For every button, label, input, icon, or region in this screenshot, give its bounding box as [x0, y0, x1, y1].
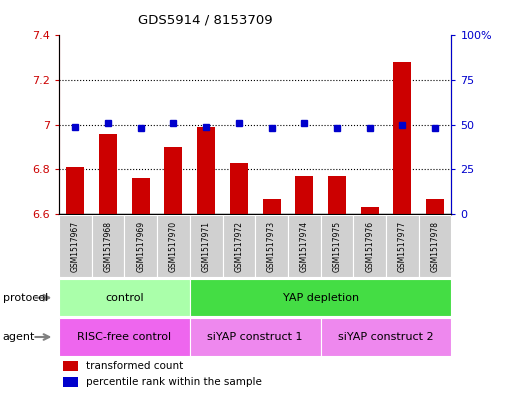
Bar: [59, 318, 190, 356]
Bar: [393, 62, 411, 214]
Bar: [197, 127, 215, 214]
Text: control: control: [105, 293, 144, 303]
Bar: [263, 198, 281, 214]
Bar: [255, 215, 288, 277]
Text: GDS5914 / 8153709: GDS5914 / 8153709: [138, 14, 272, 27]
Bar: [63, 376, 78, 387]
Bar: [59, 215, 92, 277]
Text: protocol: protocol: [3, 293, 48, 303]
Bar: [190, 279, 451, 316]
Text: GSM1517975: GSM1517975: [332, 220, 342, 272]
Text: GSM1517971: GSM1517971: [202, 220, 211, 272]
Text: RISC-free control: RISC-free control: [77, 332, 171, 342]
Text: GSM1517974: GSM1517974: [300, 220, 309, 272]
Text: siYAP construct 1: siYAP construct 1: [207, 332, 303, 342]
Bar: [165, 147, 183, 214]
Bar: [92, 215, 125, 277]
Text: GSM1517973: GSM1517973: [267, 220, 276, 272]
Bar: [361, 208, 379, 214]
Text: YAP depletion: YAP depletion: [283, 293, 359, 303]
Bar: [124, 215, 157, 277]
Text: siYAP construct 2: siYAP construct 2: [338, 332, 434, 342]
Text: GSM1517976: GSM1517976: [365, 220, 374, 272]
Text: percentile rank within the sample: percentile rank within the sample: [86, 377, 262, 387]
Text: agent: agent: [3, 332, 35, 342]
Bar: [353, 215, 386, 277]
Bar: [321, 318, 451, 356]
Text: GSM1517967: GSM1517967: [71, 220, 80, 272]
Bar: [190, 215, 223, 277]
Bar: [426, 198, 444, 214]
Bar: [288, 215, 321, 277]
Bar: [99, 134, 117, 214]
Bar: [157, 215, 190, 277]
Bar: [63, 361, 78, 371]
Bar: [230, 163, 248, 214]
Text: GSM1517969: GSM1517969: [136, 220, 145, 272]
Bar: [386, 215, 419, 277]
Text: GSM1517977: GSM1517977: [398, 220, 407, 272]
Bar: [419, 215, 451, 277]
Text: GSM1517972: GSM1517972: [234, 220, 243, 272]
Text: GSM1517970: GSM1517970: [169, 220, 178, 272]
Text: GSM1517968: GSM1517968: [104, 220, 112, 272]
Bar: [66, 167, 84, 214]
Bar: [132, 178, 150, 214]
Bar: [223, 215, 255, 277]
Bar: [321, 215, 353, 277]
Text: GSM1517978: GSM1517978: [430, 220, 440, 272]
Text: transformed count: transformed count: [86, 361, 183, 371]
Bar: [295, 176, 313, 214]
Bar: [59, 279, 190, 316]
Bar: [328, 176, 346, 214]
Bar: [190, 318, 321, 356]
